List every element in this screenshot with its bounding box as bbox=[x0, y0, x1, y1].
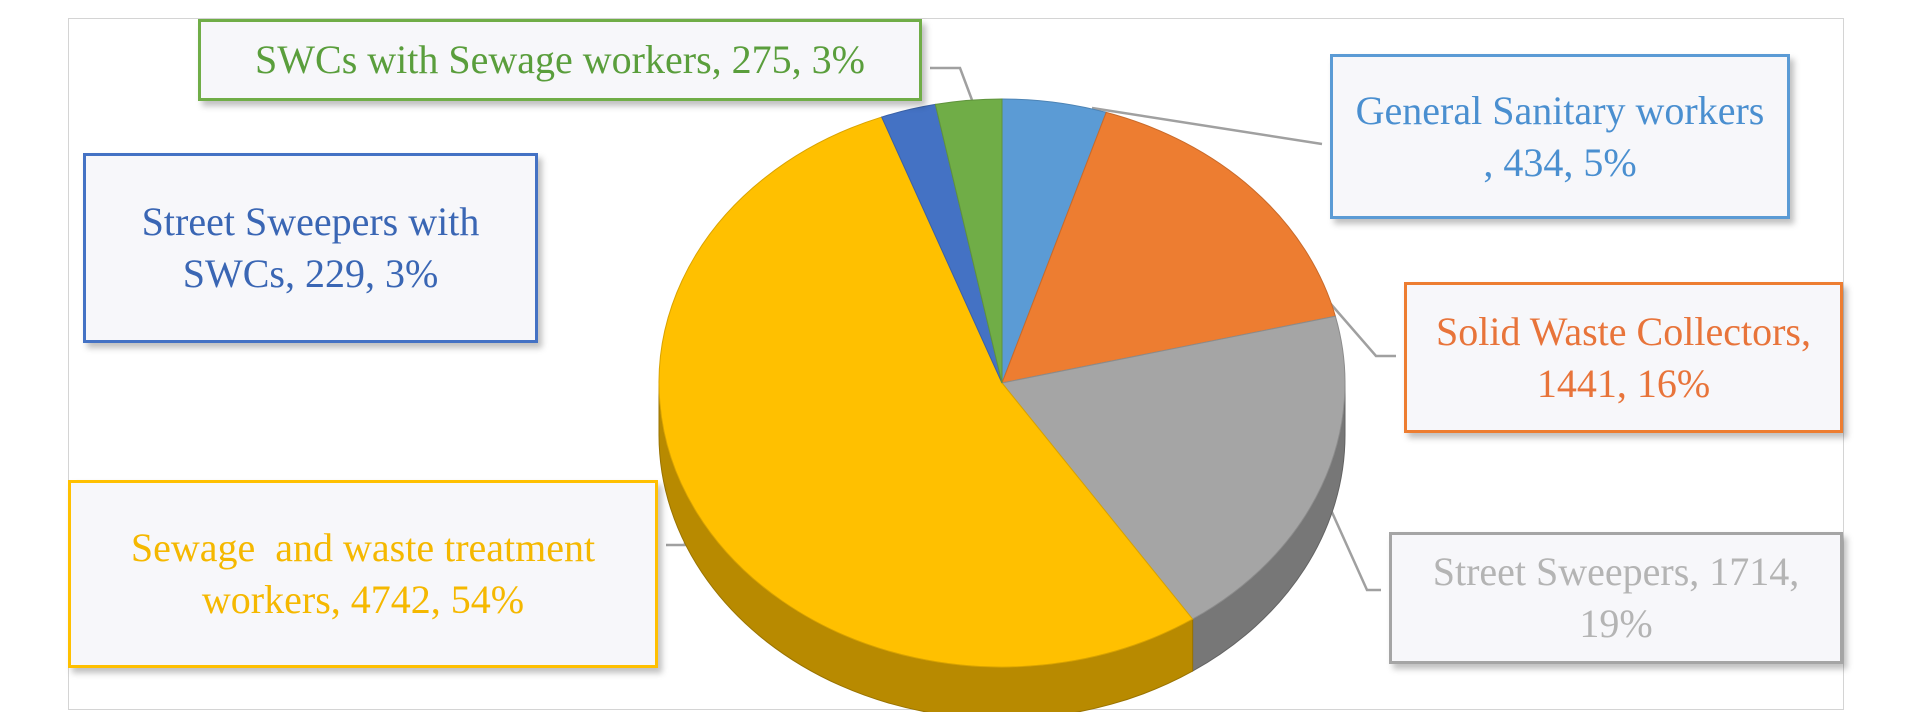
data-label: Street Sweepers, 1714, 19% bbox=[1389, 532, 1843, 664]
slice bbox=[1001, 315, 1346, 620]
data-label: Solid Waste Collectors, 1441, 16% bbox=[1404, 282, 1843, 433]
data-label: SWCs with Sewage workers, 275, 3% bbox=[198, 19, 922, 101]
slice bbox=[934, 98, 1003, 384]
slice bbox=[658, 116, 1194, 668]
data-label: General Sanitary workers , 434, 5% bbox=[1330, 54, 1790, 219]
slice bbox=[1001, 111, 1337, 384]
data-label: Sewage and waste treatment workers, 4742… bbox=[68, 480, 658, 668]
data-label: Street Sweepers with SWCs, 229, 3% bbox=[83, 153, 538, 343]
